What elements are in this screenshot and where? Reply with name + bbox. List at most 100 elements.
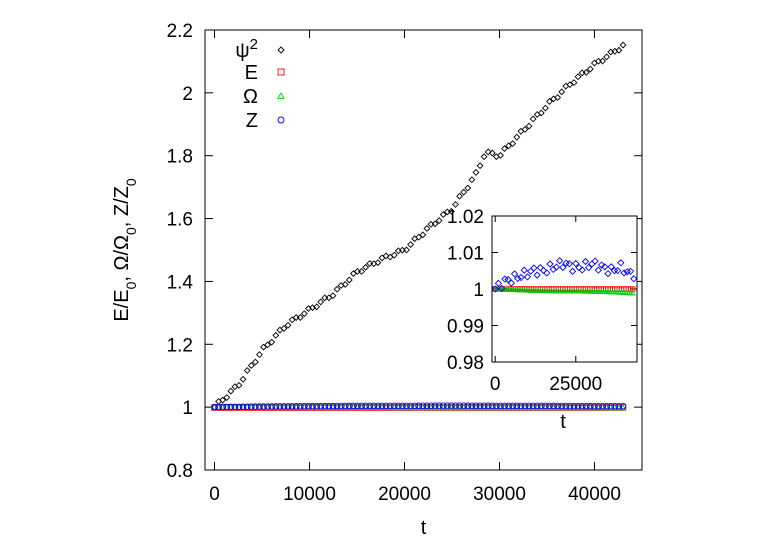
data-point [341,402,349,410]
x-tick-label: 30000 [473,484,526,505]
data-point [582,68,590,76]
x-tick-label: 40000 [568,484,621,505]
data-point [268,338,276,346]
data-point [546,97,553,105]
series-Z [211,402,627,411]
x-axis-title: t [421,517,427,539]
data-point [521,402,529,410]
data-point [211,403,218,411]
data-point [337,402,345,410]
data-point [349,270,357,277]
y-tick-label: 1.6 [167,210,193,231]
data-point [493,402,500,410]
data-point [374,402,382,410]
data-point [423,225,431,232]
inset-y-tick-label: 0.98 [447,353,484,374]
data-point [543,269,551,277]
x-tick-label: 10000 [283,484,336,505]
data-point [558,88,566,96]
data-point [566,402,574,410]
data-point [597,261,606,269]
data-point [537,109,545,117]
data-point [407,402,414,410]
data-point [243,403,251,410]
data-point [591,402,598,410]
inset-y-tick-label: 1 [473,280,484,301]
legend-label: ψ2 [235,36,258,63]
data-point [325,402,333,410]
data-point [559,263,567,272]
legend-entry: Ω [243,86,285,108]
data-point [313,402,320,410]
data-point [399,402,406,410]
data-point [599,402,606,410]
data-point [247,362,255,369]
legend-label: Ω [243,86,258,108]
x-tick-label: 0 [209,484,220,505]
data-point [603,402,610,410]
data-point [264,403,271,410]
data-point [260,343,267,351]
data-point [239,375,247,383]
data-point [614,267,622,275]
data-point [520,266,528,274]
data-point [529,115,537,123]
data-point [570,402,578,410]
data-point [480,402,488,410]
data-point [574,73,582,81]
data-point [542,402,549,410]
data-point [256,403,263,410]
data-point [514,274,522,283]
data-point [538,402,545,410]
data-point [619,402,627,410]
legend-entry: E [245,62,285,84]
data-point [362,402,369,410]
data-point [507,279,515,287]
data-point [255,351,263,359]
data-point [533,402,541,410]
data-point [510,270,519,278]
data-point [252,403,259,410]
data-point [329,402,337,410]
data-point [346,402,353,410]
data-point [611,402,619,410]
data-point [419,402,427,410]
data-point [505,142,513,150]
data-point [525,122,533,130]
y-axis-title: E/E0, Ω/Ω0, Z/Z0 [111,178,139,322]
data-point [615,402,623,410]
legend-marker [277,92,285,99]
data-point [411,402,418,410]
data-point [403,246,410,254]
data-point [501,402,508,410]
y-tick-label: 1.2 [167,335,193,356]
data-point [300,310,308,318]
inset-series-Z [491,257,638,293]
data-point [431,402,439,409]
data-point [403,402,410,410]
data-point [452,402,459,409]
data-point [427,402,435,409]
data-point [509,402,516,410]
y-tick-label: 1.4 [167,272,194,293]
data-point [554,94,562,101]
data-point [268,403,275,410]
data-point [243,367,251,374]
data-point [276,403,284,410]
data-point [264,341,272,349]
data-point [447,207,455,215]
data-point [223,403,231,411]
data-point [617,259,625,267]
data-point [292,403,300,410]
data-point [460,188,468,196]
data-point [296,314,304,321]
inset-y-tick-label: 1.02 [447,207,484,228]
data-point [578,402,586,410]
data-point [415,233,423,241]
data-point [497,402,504,410]
data-point [491,285,499,293]
data-point [604,269,612,278]
inset-y-tick-label: 1.01 [447,244,484,265]
main-plot-frame [204,29,643,471]
